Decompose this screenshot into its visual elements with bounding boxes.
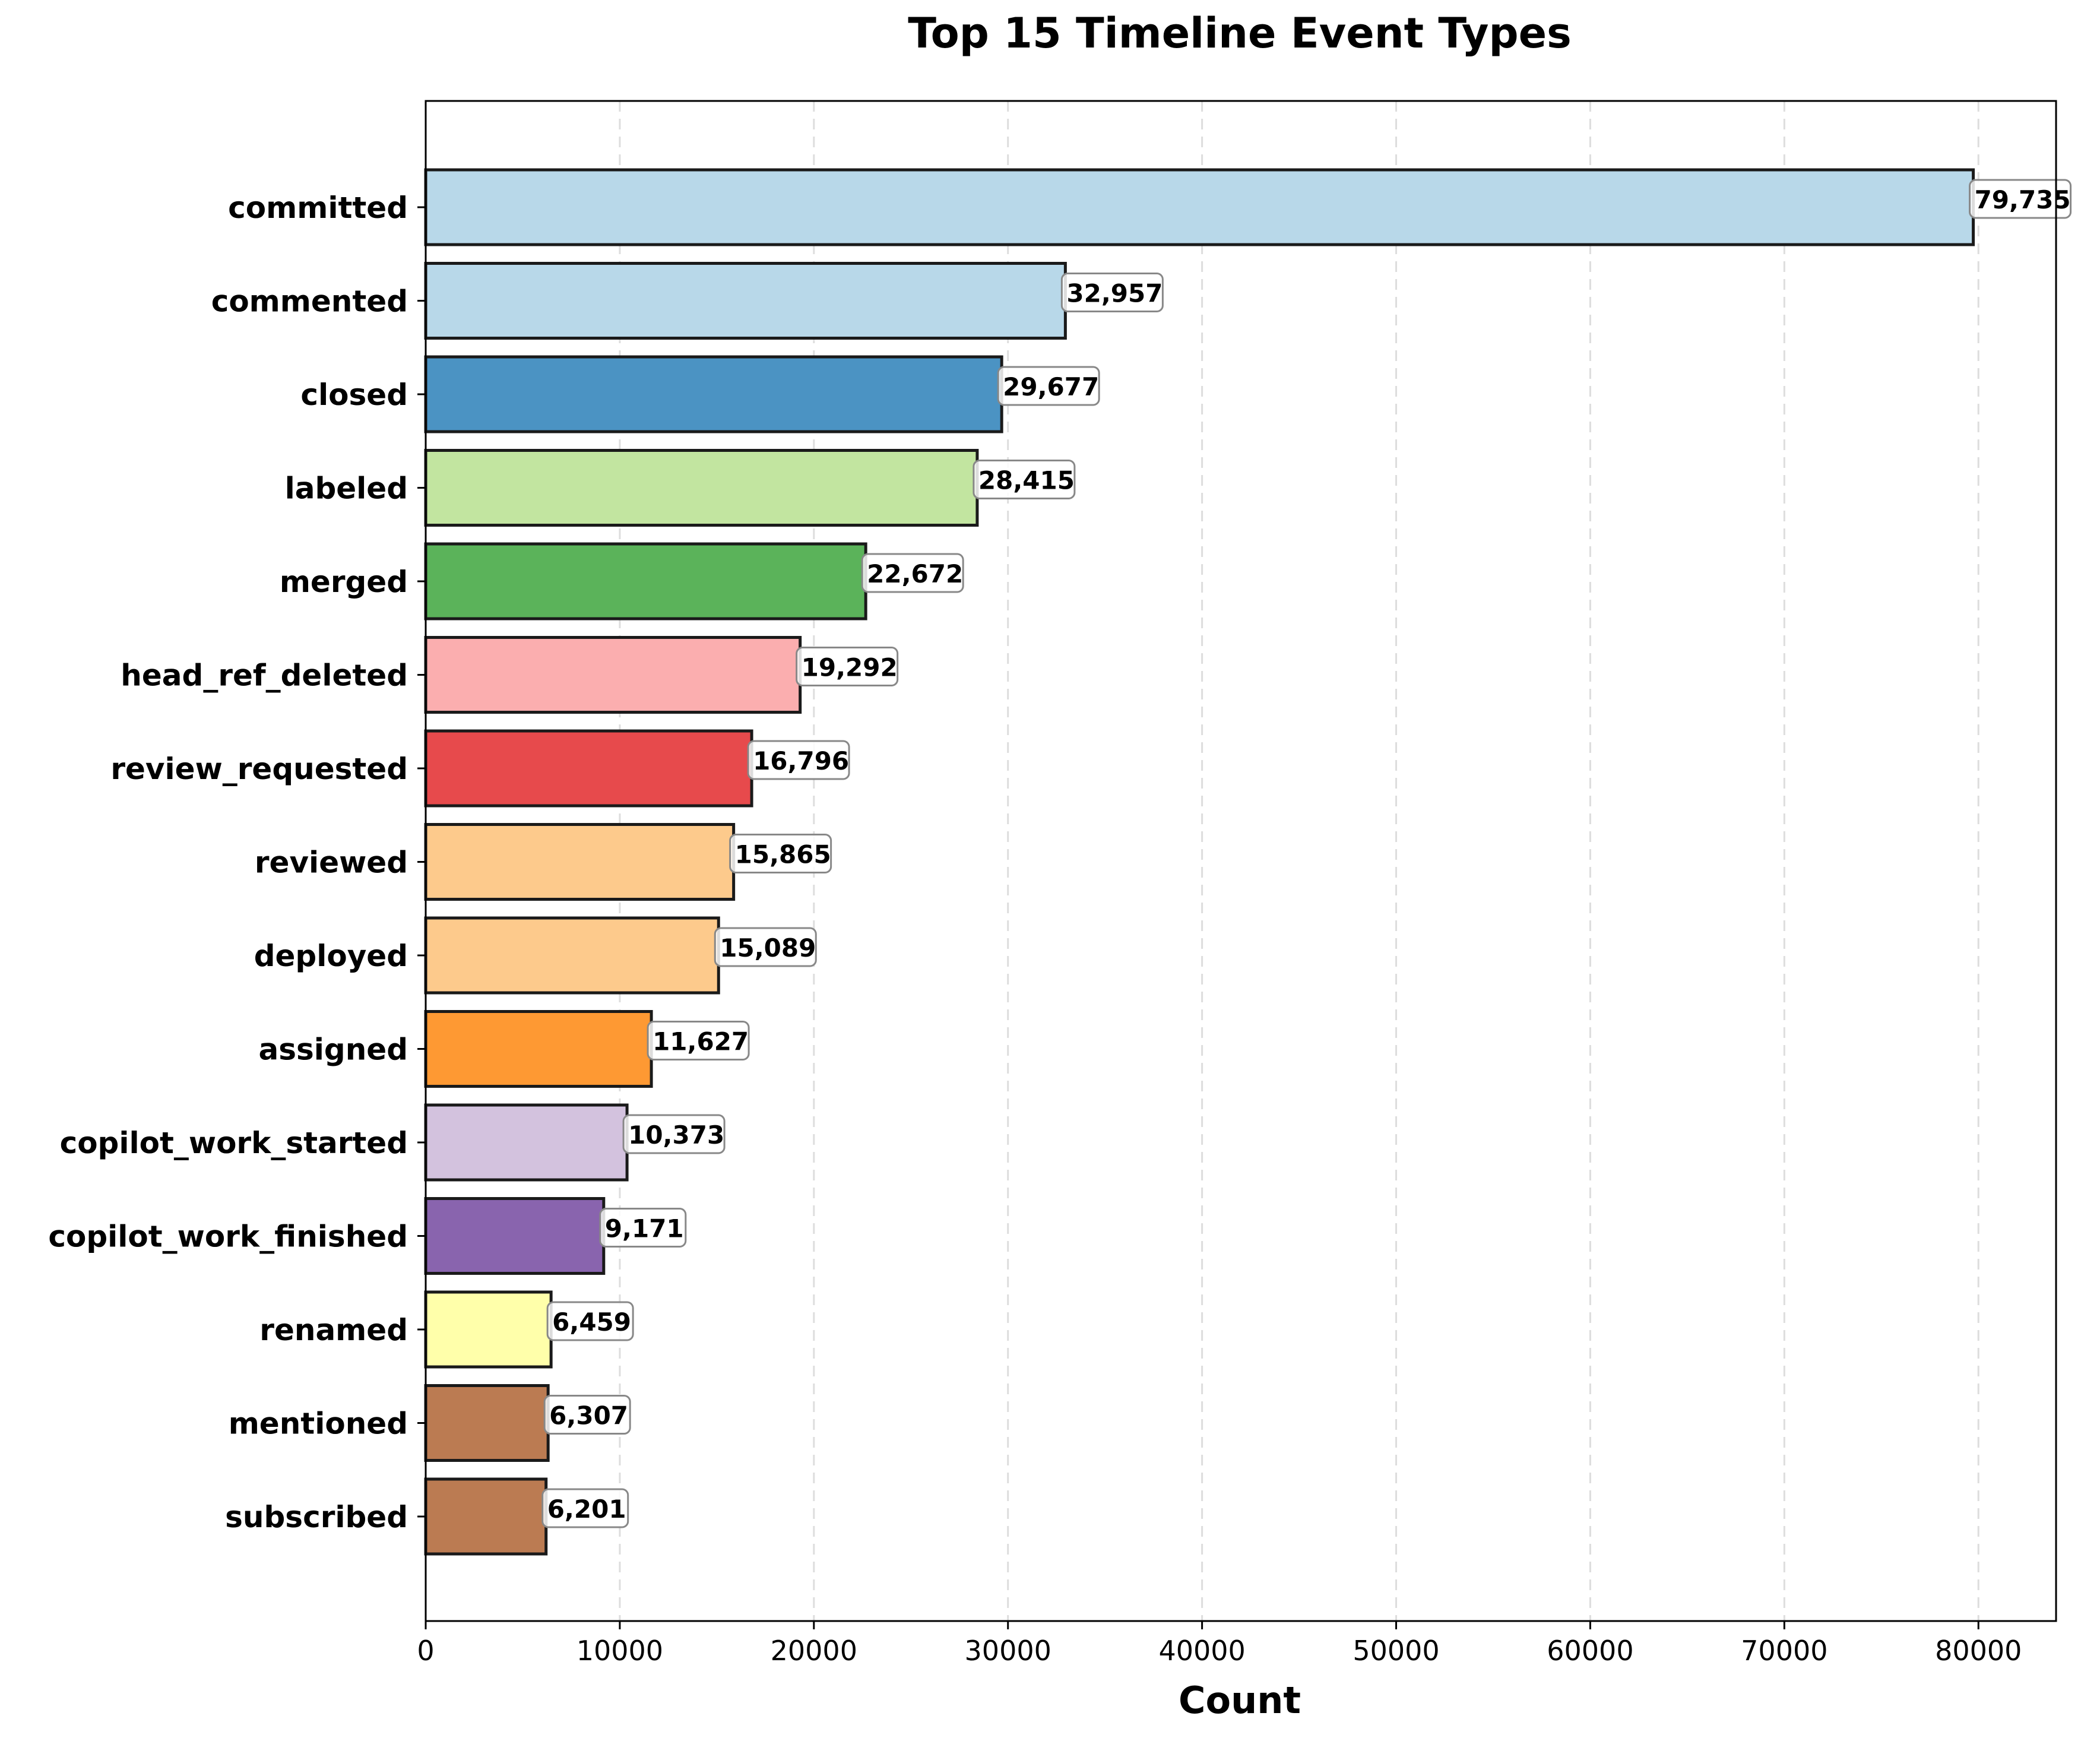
value-label-box [997,366,1100,406]
x-tick-label: 80000 [1935,1635,2022,1667]
value-label-box [541,1488,629,1528]
category-label: review_requested [110,752,408,786]
category-label: closed [300,378,408,412]
value-label: 9,171 [605,1214,684,1243]
value-label: 28,415 [978,466,1075,495]
x-tick-label: 60000 [1547,1635,1633,1667]
bar [424,823,736,901]
bar [424,1477,548,1556]
value-label: 6,201 [547,1495,626,1524]
category-label: head_ref_deleted [121,659,408,693]
value-label-box [1060,273,1164,312]
category-label: copilot_work_finished [48,1220,408,1254]
bar [424,542,867,621]
value-label-box [599,1208,687,1248]
category-label: deployed [254,939,408,973]
value-label-box [973,460,1076,499]
value-label: 6,459 [552,1308,631,1337]
category-label: labeled [285,471,408,506]
category-label: subscribed [225,1500,408,1534]
value-label: 19,292 [802,653,898,682]
category-label: merged [280,565,408,599]
value-label-box [861,553,964,593]
value-label: 11,627 [653,1027,749,1056]
value-label-box [714,927,817,967]
plot-frame [425,100,2057,1622]
category-label: copilot_work_started [60,1126,408,1160]
bar [424,1010,653,1088]
bar [424,636,802,714]
bar [424,1384,550,1462]
value-label-box [1969,179,2072,219]
category-label: commented [211,284,408,319]
value-label: 16,796 [753,746,849,775]
bar [424,1290,553,1369]
value-label: 10,373 [628,1120,724,1150]
value-label-box [647,1021,750,1060]
bar [424,1103,629,1182]
bar [424,916,720,995]
value-label-box [796,647,899,686]
value-label: 15,865 [735,840,831,869]
value-label: 29,677 [1003,372,1099,401]
value-label-box [622,1114,726,1154]
category-label: renamed [259,1313,408,1347]
bar [424,449,979,527]
x-tick-label: 40000 [1158,1635,1245,1667]
bar [424,168,1975,246]
gridlines [619,101,1979,1621]
category-label: committed [228,191,408,225]
x-tick-label: 10000 [577,1635,663,1667]
x-tick-label: 70000 [1741,1635,1827,1667]
category-label: reviewed [255,846,408,880]
chart-title: Top 15 Timeline Event Types [908,9,1572,58]
x-tick-label: 20000 [771,1635,857,1667]
value-label: 32,957 [1066,279,1163,308]
value-label-box [729,834,832,873]
bar [424,262,1067,340]
x-axis-ticks: 0 10000 20000 30000 40000 50000 60000 70000 8000… [417,1621,2022,1667]
y-axis-categories: committed commented closed labeled merged hea… [48,191,426,1534]
category-label: assigned [259,1033,408,1067]
value-label-box [546,1301,634,1341]
category-label: mentioned [229,1407,408,1441]
x-tick-label: 50000 [1353,1635,1439,1667]
x-axis-label: Count [1179,1679,1301,1722]
value-labels: 79,735 32,957 29,677 28,415 22,672 19,292 16,7… [541,179,2072,1528]
bar [424,1197,606,1275]
x-tick-label: 30000 [965,1635,1051,1667]
bar [424,355,1003,433]
x-tick-label: 0 [417,1635,434,1667]
value-label: 6,307 [549,1401,628,1430]
bars [424,168,1975,1556]
value-label-box [543,1395,631,1435]
value-label: 15,089 [720,933,816,963]
value-label-box [747,740,850,780]
value-label: 79,735 [1975,185,2071,214]
value-label: 22,672 [867,559,963,588]
bar [424,729,753,808]
